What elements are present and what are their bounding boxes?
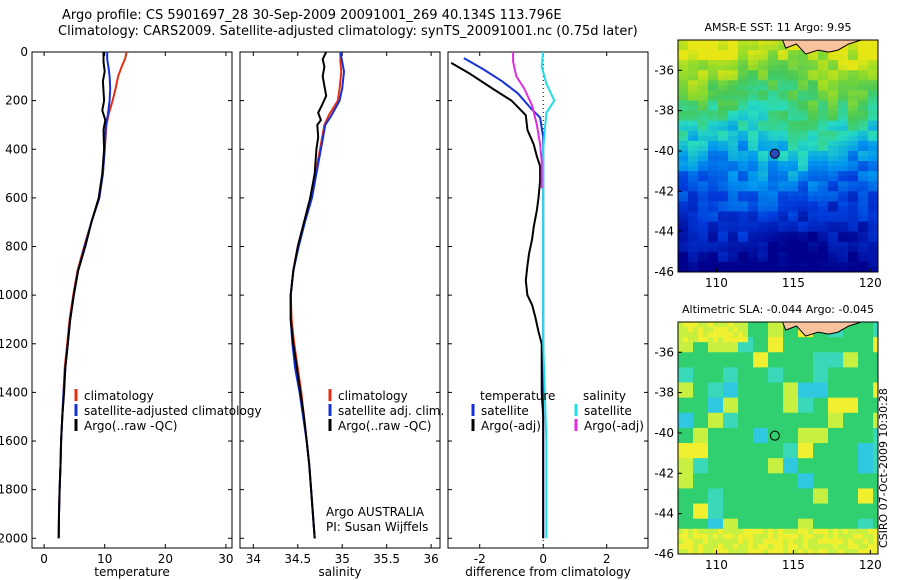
series-line-climatology xyxy=(289,52,343,539)
x-axis-label: difference from climatology xyxy=(465,565,631,579)
panel-annotation: Argo AUSTRALIA xyxy=(326,505,425,519)
series-line-argo-adj- xyxy=(450,62,545,539)
y-tick-label: 200 xyxy=(5,94,28,108)
x-tick-label: -2 xyxy=(474,552,486,566)
map-title: Altimetric SLA: -0.044 Argo: -0.045 xyxy=(682,303,874,316)
x-axis-label: temperature xyxy=(94,565,169,579)
y-tick-label: 600 xyxy=(5,191,28,205)
legend-label: Argo(..raw -QC) xyxy=(84,419,177,433)
legend-label: Argo(-adj) xyxy=(481,419,541,433)
legend-label: satellite xyxy=(481,404,529,418)
y-tick-label: 1800 xyxy=(0,483,28,497)
legend-label: climatology xyxy=(338,389,408,403)
chart-title-line-1: Argo profile: CS 5901697_28 30-Sep-2009 … xyxy=(62,8,562,23)
plot-frame xyxy=(31,51,233,549)
map-x-tick-label: 110 xyxy=(705,276,728,290)
map-y-tick-label: -46 xyxy=(654,265,674,279)
profile-panel-1 xyxy=(31,51,233,549)
chart-title-line-2: Climatology: CARS2009. Satellite-adjuste… xyxy=(58,24,638,39)
x-tick-label: 0 xyxy=(40,552,48,566)
map-title: AMSR-E SST: 11 Argo: 9.95 xyxy=(704,21,851,34)
profile-panel-3 xyxy=(447,51,649,549)
map-x-tick-label: 115 xyxy=(782,558,805,572)
series-line-argo-raw-qc- xyxy=(57,52,107,539)
y-tick-label: 800 xyxy=(5,240,28,254)
x-tick-label: 36 xyxy=(423,552,438,566)
legend-label: Argo(..raw -QC) xyxy=(338,419,431,433)
map-y-tick-label: -40 xyxy=(654,426,674,440)
legend-label: satellite xyxy=(584,404,632,418)
x-tick-label: 20 xyxy=(158,552,173,566)
map-y-tick-label: -42 xyxy=(654,184,674,198)
y-tick-label: 1200 xyxy=(0,337,28,351)
y-tick-label: 1000 xyxy=(0,288,28,302)
x-axis-label: salinity xyxy=(318,565,361,579)
watermark: CSIRO 07-Oct-2009 10:30:28 xyxy=(877,388,890,548)
map-y-tick-label: -46 xyxy=(654,547,674,561)
map-frame xyxy=(677,39,879,273)
y-tick-label: 1400 xyxy=(0,385,28,399)
y-tick-label: 0 xyxy=(20,45,28,59)
map-y-tick-label: -36 xyxy=(654,63,674,77)
map-y-tick-label: -42 xyxy=(654,466,674,480)
x-tick-label: 2 xyxy=(603,552,611,566)
map-y-tick-label: -44 xyxy=(654,507,674,521)
series-line-argo-adj- xyxy=(512,52,543,189)
argo-float-marker xyxy=(769,148,780,159)
legend-heading: temperature xyxy=(480,389,555,403)
map-panel-2 xyxy=(677,321,879,555)
series-line-satellite-adjusted-climatology xyxy=(57,52,112,539)
sst-field xyxy=(678,40,879,273)
map-x-tick-label: 110 xyxy=(705,558,728,572)
profile-panel-2 xyxy=(239,51,441,549)
map-frame xyxy=(677,321,879,555)
map-y-tick-label: -38 xyxy=(654,386,674,400)
series-line-argo-raw-qc- xyxy=(289,51,328,539)
x-tick-label: 35.5 xyxy=(373,552,400,566)
series-line-satellite xyxy=(540,51,556,539)
legend-heading: salinity xyxy=(583,389,626,403)
y-tick-label: 2000 xyxy=(0,531,28,545)
map-panel-1 xyxy=(677,39,879,273)
panel-annotation: PI: Susan Wijffels xyxy=(326,520,428,534)
sla-field xyxy=(678,322,879,555)
y-tick-label: 1600 xyxy=(0,434,28,448)
x-tick-label: 10 xyxy=(97,552,112,566)
map-y-tick-label: -44 xyxy=(654,225,674,239)
series-line-climatology xyxy=(57,51,128,539)
argo-float-marker xyxy=(769,430,780,441)
x-tick-label: 34 xyxy=(246,552,261,566)
map-y-tick-label: -36 xyxy=(654,345,674,359)
y-tick-label: 400 xyxy=(5,142,28,156)
plot-frame xyxy=(239,51,441,549)
map-y-tick-label: -38 xyxy=(654,104,674,118)
x-tick-label: 35 xyxy=(335,552,350,566)
legend-label: satellite adj. clim. xyxy=(338,404,444,418)
x-tick-label: 0 xyxy=(539,552,547,566)
plot-frame xyxy=(447,51,649,549)
map-x-tick-label: 120 xyxy=(859,558,882,572)
map-x-tick-label: 120 xyxy=(859,276,882,290)
legend-label: satellite-adjusted climatology xyxy=(84,404,262,418)
legend-label: climatology xyxy=(84,389,154,403)
x-tick-label: 34.5 xyxy=(284,552,311,566)
legend-label: Argo(-adj) xyxy=(584,419,644,433)
map-y-tick-label: -40 xyxy=(654,144,674,158)
x-tick-label: 30 xyxy=(218,552,233,566)
series-line-satellite xyxy=(463,57,545,539)
map-x-tick-label: 115 xyxy=(782,276,805,290)
